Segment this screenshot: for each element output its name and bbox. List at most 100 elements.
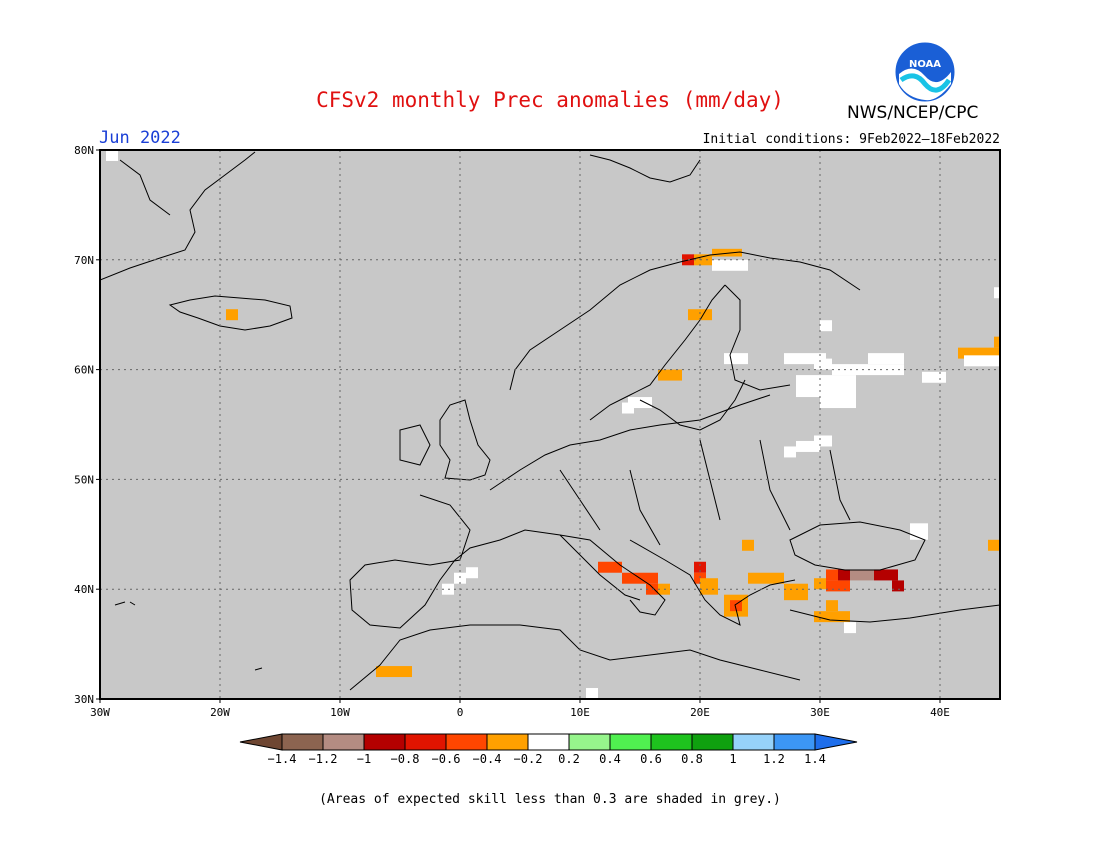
anomaly-cell [826, 600, 838, 612]
anomaly-cell [106, 150, 118, 161]
colorbar-level-label: 0.2 [558, 752, 580, 766]
colorbar-level-label: −0.2 [514, 752, 543, 766]
longitude-ticks: 30W 20W 10W 0 10E 20E 30E 40E [90, 699, 950, 719]
colorbar-box [322, 733, 365, 751]
colorbar-level-label: 0.8 [681, 752, 703, 766]
anomaly-cell [730, 600, 742, 612]
colorbar-box [773, 733, 816, 751]
colorbar-arrow-high [814, 733, 858, 751]
anomaly-cell [796, 440, 820, 452]
colorbar-box [732, 733, 775, 751]
forecast-month: Jun 2022 [99, 128, 181, 148]
anomaly-cell [226, 309, 238, 321]
colorbar-box [363, 733, 406, 751]
lat-tick-label: 50N [74, 473, 94, 486]
anomaly-cell [820, 320, 832, 332]
colorbar-level-label: 0.4 [599, 752, 621, 766]
anomaly-cell [466, 567, 478, 579]
colorbar-level-label: −0.8 [391, 752, 420, 766]
chart-title: CFSv2 monthly Prec anomalies (mm/day) [316, 88, 784, 112]
lon-tick-label: 40E [930, 706, 950, 719]
agency-label: NWS/NCEP/CPC [847, 103, 979, 123]
skill-footnote: (Areas of expected skill less than 0.3 a… [319, 792, 781, 807]
coastlines-and-borders [100, 151, 1000, 691]
lon-tick-label: 20W [210, 706, 230, 719]
colorbar-level-label: 1.2 [763, 752, 785, 766]
lon-tick-label: 30W [90, 706, 110, 719]
anomaly-cell [826, 569, 838, 581]
anomaly-cell [622, 402, 634, 414]
initial-conditions: Initial conditions: 9Feb2022–18Feb2022 [702, 132, 1000, 147]
anomaly-cell [994, 287, 1000, 299]
anomaly-cell [814, 435, 832, 447]
anomaly-cell [922, 371, 946, 383]
lon-tick-label: 30E [810, 706, 830, 719]
colorbar-boxes [239, 733, 858, 751]
graticule [100, 150, 1000, 699]
colorbar-box [568, 733, 611, 751]
colorbar-level-label: 1 [729, 752, 736, 766]
colorbar-level-label: 1.4 [804, 752, 826, 766]
colorbar-labels: −1.4 −1.2 −1 −0.8 −0.6 −0.4 −0.2 0.2 0.4 0.6 0.8 1 1… [268, 752, 826, 766]
lon-tick-label: 0 [457, 706, 464, 719]
anomaly-cell [712, 259, 730, 271]
anomaly-cell [892, 580, 904, 592]
anomaly-cell [694, 561, 706, 573]
anomaly-cell [748, 572, 784, 584]
lat-tick-label: 70N [74, 254, 94, 267]
colorbar-box [445, 733, 488, 751]
anomaly-cell [454, 572, 466, 584]
latitude-ticks: 30N 40N 50N 60N 70N 80N [74, 144, 100, 706]
anomaly-cells [106, 150, 1000, 699]
colorbar-level-label: −1.4 [268, 752, 297, 766]
anomaly-cell [814, 358, 832, 370]
anomaly-cell [844, 622, 856, 634]
lon-tick-label: 20E [690, 706, 710, 719]
anomaly-cell [730, 259, 748, 271]
anomaly-cell [700, 578, 718, 595]
lon-tick-label: 10W [330, 706, 350, 719]
map-background [100, 150, 1000, 699]
anomaly-cell [958, 347, 1000, 359]
colorbar-box [486, 733, 529, 751]
anomaly-cell [838, 569, 850, 581]
anomaly-cell [826, 580, 850, 592]
map-frame [99, 149, 1001, 700]
colorbar-box [527, 733, 570, 751]
anomaly-cell [586, 688, 598, 699]
anomaly-cell [724, 353, 748, 365]
colorbar-box [404, 733, 447, 751]
anomaly-cell [784, 446, 796, 458]
colorbar-box [609, 733, 652, 751]
anomaly-cell [784, 583, 808, 601]
colorbar-arrow-low [239, 733, 283, 751]
anomaly-cell [658, 369, 682, 381]
colorbar-box [691, 733, 734, 751]
anomaly-cell [628, 397, 652, 409]
lat-tick-label: 80N [74, 144, 94, 157]
colorbar-box [650, 733, 693, 751]
lat-tick-label: 30N [74, 693, 94, 706]
anomaly-cell [964, 355, 1000, 367]
anomaly-cell [796, 375, 820, 398]
colorbar-level-label: −1 [357, 752, 371, 766]
noaa-logo-icon: NOAA [894, 41, 956, 103]
anomaly-cell [712, 248, 742, 257]
lon-tick-label: 10E [570, 706, 590, 719]
anomaly-cell [874, 569, 898, 581]
anomaly-cell [598, 561, 622, 573]
logo-text: NOAA [909, 59, 941, 70]
anomaly-cell [688, 309, 712, 321]
anomaly-cell [784, 353, 826, 365]
anomaly-cell [994, 336, 1000, 348]
colorbar-level-label: −1.2 [309, 752, 338, 766]
anomaly-cell [988, 539, 1000, 551]
colorbar-level-label: −0.4 [473, 752, 502, 766]
colorbar-box [281, 733, 324, 751]
colorbar-level-label: −0.6 [432, 752, 461, 766]
anomaly-cell [376, 666, 412, 678]
anomaly-cell [694, 254, 712, 266]
anomaly-cell [742, 539, 754, 551]
